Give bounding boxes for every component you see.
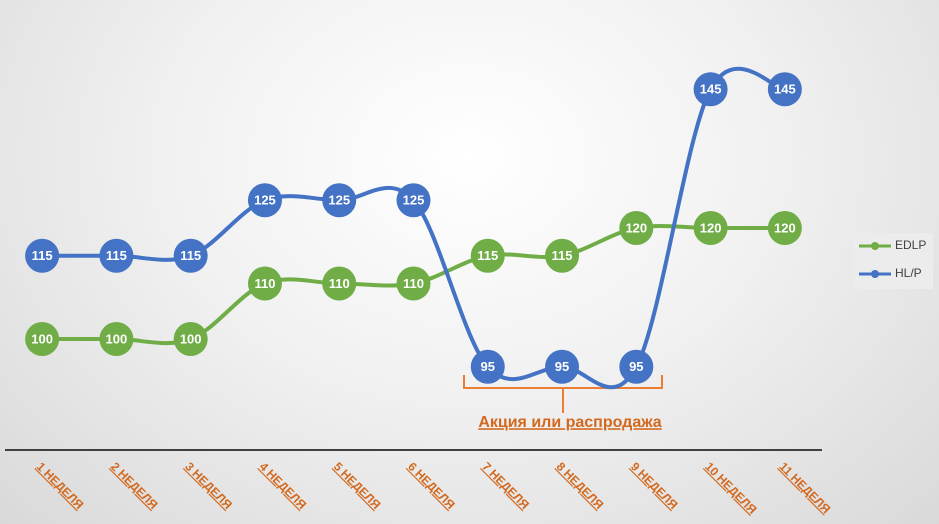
data-point (247, 183, 282, 218)
data-point (619, 349, 654, 384)
x-tick-label: 10 НЕДЕЛЯ (702, 459, 759, 516)
x-tick-label: 4 НЕДЕЛЯ (257, 459, 310, 512)
x-tick-label: 11 НЕДЕЛЯ (776, 459, 833, 516)
data-point (767, 72, 802, 107)
data-label: 115 (477, 248, 498, 263)
data-point (99, 238, 134, 273)
data-label: 115 (180, 248, 201, 263)
data-label: 95 (481, 359, 495, 374)
x-tick-label: 9 НЕДЕЛЯ (628, 459, 681, 512)
data-label: 95 (555, 359, 569, 374)
x-tick-label: 1 НЕДЕЛЯ (34, 459, 87, 512)
data-label: 125 (328, 193, 350, 208)
data-label: 120 (774, 220, 796, 235)
data-point (322, 183, 357, 218)
data-label: 125 (403, 193, 425, 208)
data-label: 145 (700, 82, 722, 97)
data-point (693, 211, 728, 245)
data-point (396, 266, 431, 301)
data-point (25, 322, 60, 356)
data-point (470, 349, 505, 384)
data-label: 100 (31, 331, 53, 346)
data-label: 100 (180, 331, 202, 346)
legend (853, 233, 933, 289)
data-point (767, 211, 802, 245)
data-point (470, 238, 505, 273)
data-label: 95 (629, 359, 643, 374)
data-point (173, 238, 208, 273)
x-tick-label: 5 НЕДЕЛЯ (331, 459, 384, 512)
data-label: 115 (32, 248, 53, 263)
data-point (25, 238, 60, 273)
bracket (463, 375, 663, 413)
x-tick-label: 8 НЕДЕЛЯ (554, 459, 607, 512)
series-line (42, 66, 786, 390)
data-label: 110 (403, 276, 424, 291)
x-tick-label: 6 НЕДЕЛЯ (405, 459, 458, 512)
data-point (322, 266, 357, 301)
data-point (247, 266, 282, 301)
data-point (99, 322, 134, 356)
data-label: 125 (254, 193, 276, 208)
annotation: Акция или распродажа (478, 414, 661, 431)
data-point (619, 211, 654, 245)
data-label: 145 (774, 82, 796, 97)
data-label: 115 (106, 248, 127, 263)
data-label: 110 (254, 276, 275, 291)
x-tick-label: 3 НЕДЕЛЯ (182, 459, 235, 512)
data-point (693, 72, 728, 107)
data-label: 100 (106, 331, 128, 346)
x-tick-label: 7 НЕДЕЛЯ (479, 459, 532, 512)
data-point (396, 183, 431, 218)
legend-marker (871, 270, 879, 278)
legend-label: EDLP (895, 238, 926, 252)
legend-label: HL/P (895, 266, 922, 280)
legend-marker (871, 242, 879, 250)
data-point (173, 322, 208, 356)
data-label: 115 (552, 248, 573, 263)
data-label: 110 (329, 276, 350, 291)
data-label: 120 (625, 220, 647, 235)
x-tick-label: 2 НЕДЕЛЯ (108, 459, 161, 512)
data-point (545, 349, 580, 384)
data-point (545, 238, 580, 273)
data-label: 120 (700, 220, 722, 235)
